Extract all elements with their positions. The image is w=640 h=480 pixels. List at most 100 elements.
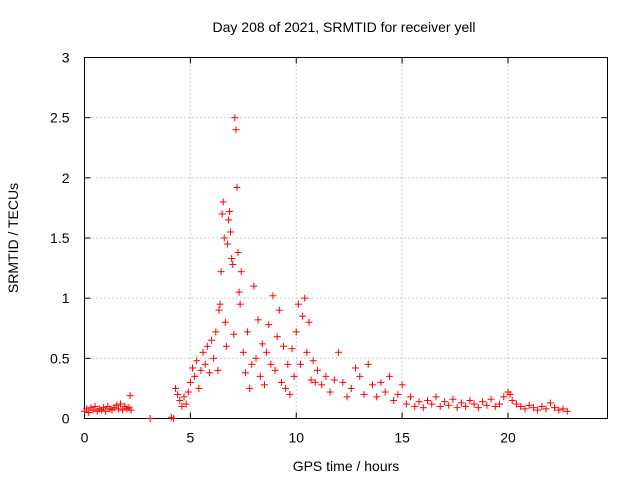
data-point [517, 402, 525, 410]
data-point [529, 404, 537, 412]
data-point [474, 404, 482, 412]
data-point [339, 378, 347, 386]
x-tick-label: 10 [288, 430, 304, 446]
data-point [294, 300, 302, 308]
data-point [390, 396, 398, 404]
data-point [534, 406, 542, 414]
y-tick-label: 2.5 [50, 110, 70, 126]
data-point [230, 330, 238, 338]
data-point [424, 396, 432, 404]
data-point [219, 198, 227, 206]
data-point [407, 393, 415, 401]
data-point [222, 342, 230, 350]
data-point [487, 395, 495, 403]
data-point [83, 405, 91, 413]
data-point [250, 282, 258, 290]
data-point [335, 348, 343, 356]
data-point [457, 399, 465, 407]
data-point [191, 372, 199, 380]
data-point [356, 372, 364, 380]
data-point [210, 354, 218, 362]
data-point [146, 415, 154, 422]
data-point [256, 372, 264, 380]
y-axis-label: SRMTID / TECUs [5, 183, 21, 293]
data-point [89, 406, 97, 414]
data-point [119, 406, 127, 414]
data-point [559, 405, 567, 413]
data-point [203, 342, 211, 350]
data-point [197, 366, 205, 374]
data-point [352, 364, 360, 372]
data-point [228, 254, 236, 262]
data-point [180, 393, 188, 401]
y-tick-label: 3 [62, 50, 70, 66]
y-tick-label: 1.5 [50, 230, 70, 246]
data-point [176, 396, 184, 404]
data-point [299, 312, 307, 320]
data-point [290, 372, 298, 380]
data-point [248, 360, 256, 368]
data-point [236, 300, 244, 308]
data-point [385, 372, 393, 380]
data-point [114, 405, 122, 413]
data-point [445, 401, 453, 409]
data-point [512, 400, 520, 408]
data-point [85, 408, 93, 416]
data-point [216, 300, 224, 308]
data-point [112, 401, 120, 409]
data-point [218, 210, 226, 218]
data-point [254, 316, 262, 324]
data-point [436, 402, 444, 410]
data-point [491, 402, 499, 410]
data-point [318, 381, 326, 389]
data-point [479, 398, 487, 406]
data-point [215, 306, 223, 314]
data-point [381, 388, 389, 396]
data-point [394, 390, 402, 398]
data-point [551, 404, 559, 412]
data-point [239, 348, 247, 356]
data-point [258, 340, 266, 348]
data-point [91, 402, 99, 410]
data-point [373, 393, 381, 401]
data-point [169, 415, 177, 422]
data-point [234, 248, 242, 256]
data-point [330, 376, 338, 384]
data-point [402, 400, 410, 408]
data-point [462, 402, 470, 410]
y-tick-label: 2 [62, 170, 70, 186]
data-point [205, 369, 213, 377]
y-tick-label: 0 [62, 411, 70, 427]
y-tick-label: 1 [62, 290, 70, 306]
data-point [100, 404, 108, 412]
y-tick-label: 0.5 [50, 350, 70, 366]
data-point [116, 400, 124, 408]
data-point [235, 288, 243, 296]
data-point [214, 366, 222, 374]
x-tick-label: 5 [186, 430, 194, 446]
data-point [193, 357, 201, 365]
data-point [195, 384, 203, 392]
x-axis-label: GPS time / hours [293, 458, 400, 474]
data-point [292, 328, 300, 336]
data-point [269, 292, 277, 300]
data-point [546, 399, 554, 407]
data-point [265, 321, 273, 329]
data-point [273, 333, 281, 341]
data-point [428, 400, 436, 408]
data-point [303, 348, 311, 356]
data-point [280, 342, 288, 350]
data-point [466, 396, 474, 404]
data-point [252, 354, 260, 362]
data-point [542, 405, 550, 413]
data-point [201, 360, 209, 368]
data-point [555, 406, 563, 414]
data-point [368, 381, 376, 389]
data-point [182, 400, 190, 408]
data-point [231, 114, 239, 122]
data-point [432, 393, 440, 401]
data-point [126, 392, 134, 400]
data-point [212, 328, 220, 336]
data-point [217, 268, 225, 276]
